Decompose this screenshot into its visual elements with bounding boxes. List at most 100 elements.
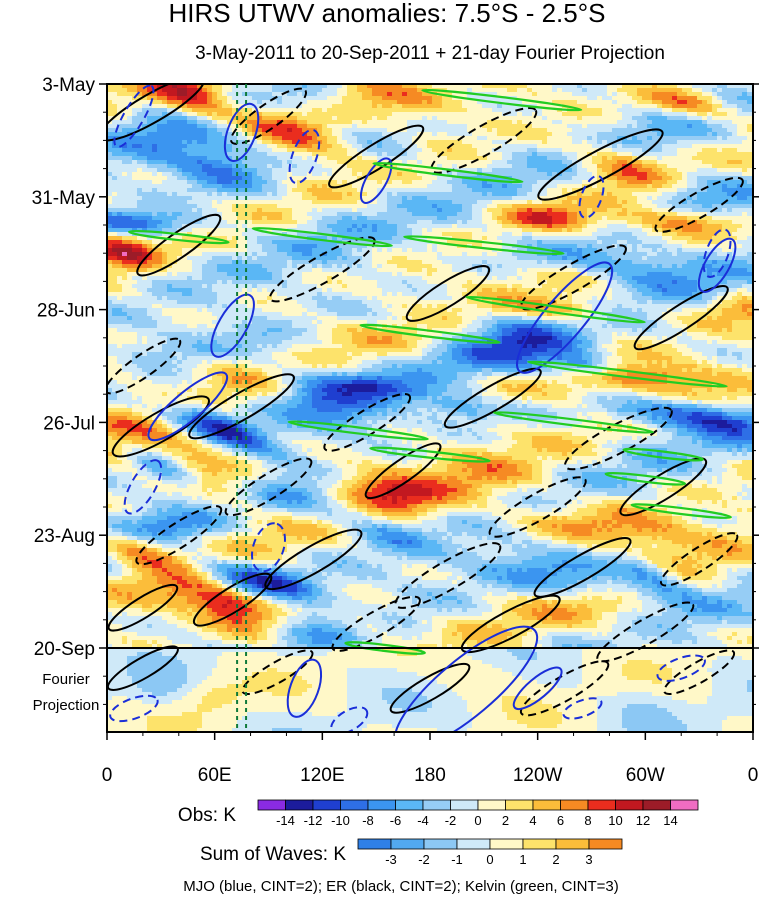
anomaly-cell	[407, 136, 413, 141]
anomaly-cell	[347, 148, 353, 153]
anomaly-cell	[682, 144, 688, 149]
anomaly-cell	[497, 136, 503, 141]
anomaly-cell	[117, 160, 123, 165]
anomaly-cell	[482, 104, 488, 109]
anomaly-cell	[647, 156, 653, 161]
anomaly-cell	[502, 144, 508, 149]
anomaly-cell	[397, 104, 403, 109]
anomaly-cell	[667, 112, 673, 117]
anomaly-cell	[207, 120, 213, 125]
anomaly-cell	[277, 108, 283, 113]
anomaly-cell	[332, 136, 338, 141]
anomaly-cell	[252, 116, 258, 121]
anomaly-cell	[612, 112, 618, 117]
anomaly-cell	[737, 132, 743, 137]
anomaly-cell	[442, 120, 448, 125]
anomaly-cell	[392, 120, 398, 125]
anomaly-cell	[727, 92, 733, 97]
anomaly-cell	[402, 120, 408, 125]
anomaly-cell	[697, 128, 703, 133]
anomaly-cell	[652, 148, 658, 153]
anomaly-cell	[667, 148, 673, 153]
anomaly-cell	[722, 152, 728, 157]
anomaly-cell	[712, 136, 718, 141]
anomaly-cell	[677, 148, 683, 153]
anomaly-cell	[592, 120, 598, 125]
anomaly-cell	[472, 112, 478, 117]
anomaly-cell	[372, 112, 378, 117]
anomaly-cell	[657, 108, 663, 113]
anomaly-cell	[177, 160, 183, 165]
anomaly-cell	[232, 104, 238, 109]
anomaly-cell	[692, 124, 698, 129]
anomaly-cell	[427, 156, 433, 161]
anomaly-cell	[492, 132, 498, 137]
anomaly-cell	[652, 136, 658, 141]
anomaly-cell	[367, 136, 373, 141]
anomaly-cell	[602, 132, 608, 137]
anomaly-cell	[642, 92, 648, 97]
anomaly-cell	[252, 120, 258, 125]
anomaly-cell	[262, 140, 268, 145]
anomaly-cell	[672, 96, 678, 101]
anomaly-cell	[722, 128, 728, 133]
anomaly-cell	[212, 140, 218, 145]
anomaly-cell	[202, 124, 208, 129]
anomaly-cell	[677, 116, 683, 121]
anomaly-cell	[112, 92, 118, 97]
anomaly-cell	[167, 132, 173, 137]
anomaly-cell	[672, 112, 678, 117]
anomaly-cell	[267, 144, 273, 149]
anomaly-cell	[622, 120, 628, 125]
anomaly-cell	[362, 120, 368, 125]
anomaly-cell	[402, 132, 408, 137]
anomaly-cell	[297, 112, 303, 117]
anomaly-cell	[257, 160, 263, 165]
anomaly-cell	[327, 156, 333, 161]
anomaly-cell	[322, 160, 328, 165]
anomaly-cell	[337, 136, 343, 141]
anomaly-cell	[287, 100, 293, 105]
anomaly-cell	[702, 128, 708, 133]
anomaly-cell	[572, 136, 578, 141]
anomaly-cell	[277, 144, 283, 149]
anomaly-cell	[667, 128, 673, 133]
anomaly-cell	[162, 148, 168, 153]
anomaly-cell	[577, 132, 583, 137]
anomaly-cell	[227, 108, 233, 113]
anomaly-cell	[592, 104, 598, 109]
anomaly-cell	[697, 152, 703, 157]
anomaly-cell	[562, 140, 568, 145]
anomaly-cell	[552, 120, 558, 125]
anomaly-cell	[542, 144, 548, 149]
anomaly-cell	[377, 96, 383, 101]
anomaly-cell	[162, 100, 168, 105]
anomaly-cell	[732, 140, 738, 145]
anomaly-cell	[127, 92, 133, 97]
anomaly-cell	[742, 112, 748, 117]
anomaly-cell	[122, 92, 128, 97]
anomaly-cell	[177, 112, 183, 117]
anomaly-cell	[677, 140, 683, 145]
anomaly-cell	[702, 104, 708, 109]
anomaly-cell	[592, 108, 598, 113]
anomaly-cell	[592, 96, 598, 101]
anomaly-cell	[537, 88, 543, 93]
anomaly-cell	[577, 128, 583, 133]
anomaly-cell	[577, 92, 583, 97]
anomaly-cell	[562, 124, 568, 129]
anomaly-cell	[292, 92, 298, 97]
anomaly-cell	[632, 88, 638, 93]
anomaly-cell	[487, 140, 493, 145]
anomaly-cell	[377, 124, 383, 129]
anomaly-cell	[617, 132, 623, 137]
anomaly-cell	[632, 104, 638, 109]
anomaly-cell	[727, 144, 733, 149]
anomaly-cell	[272, 104, 278, 109]
anomaly-cell	[462, 156, 468, 161]
anomaly-cell	[547, 152, 553, 157]
anomaly-cell	[487, 108, 493, 113]
anomaly-cell	[467, 148, 473, 153]
anomaly-cell	[337, 148, 343, 153]
anomaly-cell	[547, 96, 553, 101]
